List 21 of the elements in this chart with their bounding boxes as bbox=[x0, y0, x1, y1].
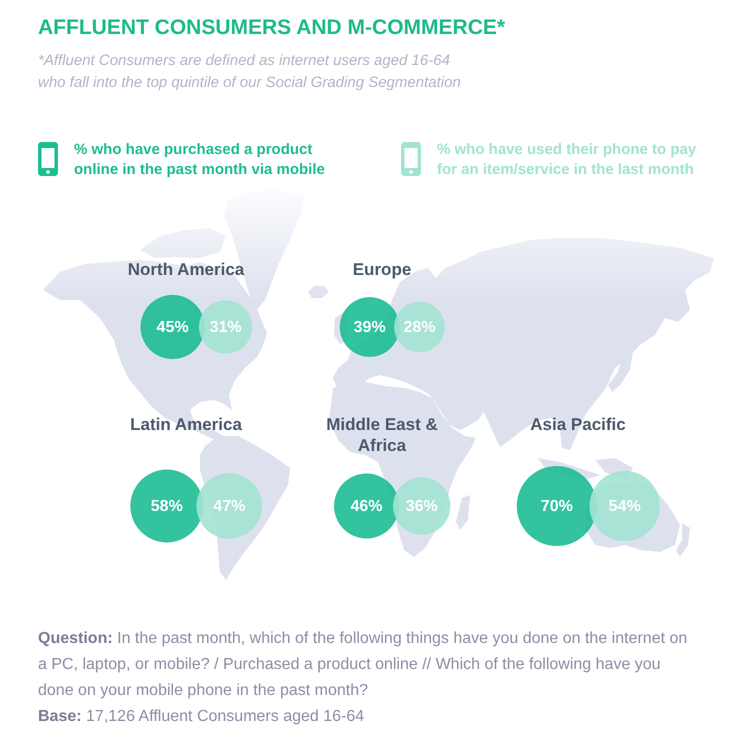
category-label: Asia Pacific bbox=[530, 415, 626, 434]
text: AFFLUENT CONSUMERS AND M-COMMERCE* bbox=[38, 16, 506, 40]
data-label: 28% bbox=[403, 319, 436, 336]
data-label: 54% bbox=[608, 498, 641, 515]
data-label: 45% bbox=[156, 319, 189, 336]
data-label: 47% bbox=[213, 498, 246, 515]
data-label: 31% bbox=[210, 319, 242, 336]
legend-label: % who have purchased a product online in the past month via mobile bbox=[74, 140, 326, 180]
data-label: 36% bbox=[406, 498, 438, 515]
data-label: 39% bbox=[354, 319, 386, 336]
legend-label: % who have used their phone to pay for an item/service in the last month bbox=[437, 140, 698, 180]
text: Base: 17,126 Affluent Consumers aged 16-64 bbox=[38, 707, 366, 727]
text: *Affluent Consumers are defined as internet users aged 16-64 who fall into the top quintile of our Social Grading Segmentation bbox=[38, 51, 462, 93]
text: Question: In the past month, which of the following things have you done on the internet on a PC, laptop, or mobile? / Purchased a product online // Which of the following have you done on your mobile phone in the past month? bbox=[38, 629, 688, 701]
data-label: 58% bbox=[150, 498, 183, 515]
category-label: Europe bbox=[352, 260, 412, 279]
category-label: Latin America bbox=[130, 415, 242, 434]
data-label: 46% bbox=[350, 498, 383, 515]
category-label: Middle East & Africa bbox=[326, 415, 438, 455]
data-label: 70% bbox=[540, 498, 573, 515]
category-label: North America bbox=[128, 260, 245, 279]
